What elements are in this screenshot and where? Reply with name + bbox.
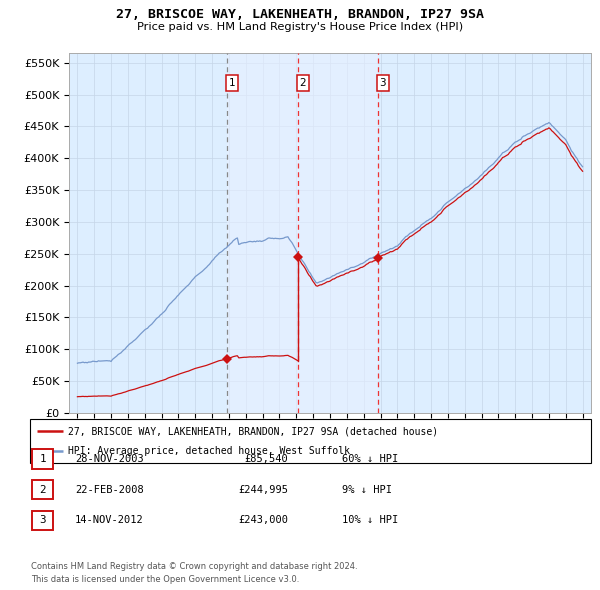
Text: 1: 1 <box>40 454 46 464</box>
Bar <box>227 53 379 413</box>
Text: £85,540: £85,540 <box>244 454 288 464</box>
Text: 1: 1 <box>229 78 235 88</box>
Text: 27, BRISCOE WAY, LAKENHEATH, BRANDON, IP27 9SA (detached house): 27, BRISCOE WAY, LAKENHEATH, BRANDON, IP… <box>68 427 438 436</box>
Text: Contains HM Land Registry data © Crown copyright and database right 2024.: Contains HM Land Registry data © Crown c… <box>31 562 358 571</box>
Text: This data is licensed under the Open Government Licence v3.0.: This data is licensed under the Open Gov… <box>31 575 299 584</box>
Text: 2: 2 <box>299 78 306 88</box>
Text: 22-FEB-2008: 22-FEB-2008 <box>75 485 144 494</box>
Text: 28-NOV-2003: 28-NOV-2003 <box>75 454 144 464</box>
Text: Price paid vs. HM Land Registry's House Price Index (HPI): Price paid vs. HM Land Registry's House … <box>137 22 463 32</box>
Text: 3: 3 <box>40 516 46 525</box>
Text: £243,000: £243,000 <box>238 516 288 525</box>
Text: 27, BRISCOE WAY, LAKENHEATH, BRANDON, IP27 9SA: 27, BRISCOE WAY, LAKENHEATH, BRANDON, IP… <box>116 8 484 21</box>
Text: 3: 3 <box>380 78 386 88</box>
Text: 60% ↓ HPI: 60% ↓ HPI <box>342 454 398 464</box>
Text: 2: 2 <box>40 485 46 494</box>
Text: 14-NOV-2012: 14-NOV-2012 <box>75 516 144 525</box>
Text: 9% ↓ HPI: 9% ↓ HPI <box>342 485 392 494</box>
Text: HPI: Average price, detached house, West Suffolk: HPI: Average price, detached house, West… <box>68 447 350 456</box>
Text: £244,995: £244,995 <box>238 485 288 494</box>
Text: 10% ↓ HPI: 10% ↓ HPI <box>342 516 398 525</box>
